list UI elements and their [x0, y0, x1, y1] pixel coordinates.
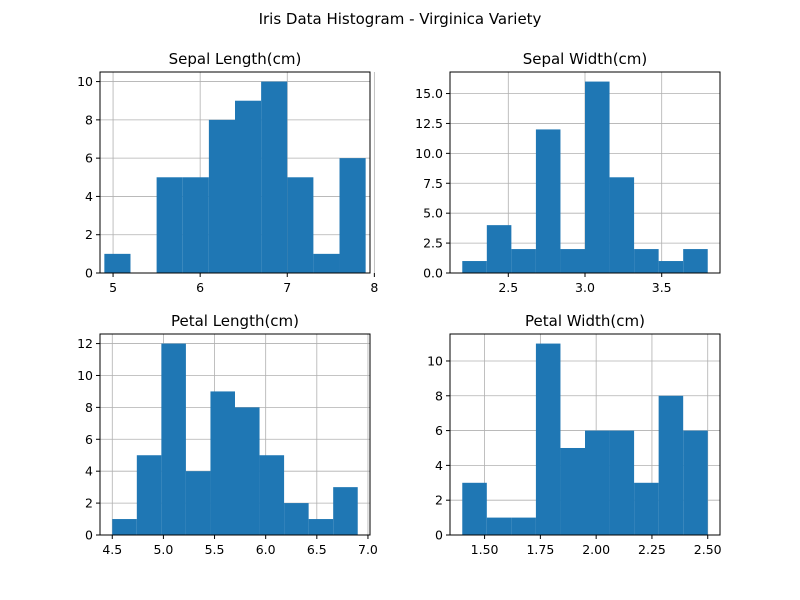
x-tick-label: 7.0	[358, 542, 378, 557]
histogram-bar	[235, 407, 260, 535]
y-tick-label: 8	[435, 388, 443, 403]
panel-petal-width: Petal Width(cm) 1.50 1.75 2.00 2.25 2.50 0 2 4 6…	[427, 312, 722, 557]
y-tick-label: 10	[427, 353, 443, 368]
y-tick-label: 6	[435, 423, 443, 438]
y-tick-label: 4	[435, 458, 443, 473]
histogram-bar	[535, 129, 561, 273]
histogram-bar	[585, 81, 610, 273]
histogram-bar	[185, 471, 211, 535]
histogram-bar	[210, 391, 235, 535]
y-tick-label: 4	[85, 464, 93, 479]
histogram-bar	[486, 517, 512, 535]
histogram-bar	[658, 395, 684, 535]
axes-frame	[99, 71, 371, 274]
panel-petal-length: Petal Length(cm) 4.5 5.0 5.5 6.0 6.5 7.0 0 2 4 6 8…	[77, 312, 378, 557]
histogram-bar	[333, 487, 358, 535]
y-tick-label: 2	[85, 227, 93, 242]
panel-sepal-length: Sepal Length(cm) 5 6 7 8 0 2 4 6 8 10	[77, 50, 378, 295]
histogram-bar	[535, 343, 561, 535]
y-tick-label: 7.5	[423, 176, 443, 191]
histogram-bar	[609, 177, 635, 273]
x-tick-label: 2.25	[638, 542, 666, 557]
y-tick-label: 6	[85, 151, 93, 166]
histogram-bar	[683, 430, 708, 535]
y-tick-label: 10	[77, 74, 93, 89]
histogram-bar	[259, 455, 285, 535]
histogram-bar	[634, 249, 659, 273]
histogram-bar	[136, 455, 162, 535]
x-tick-label: 2.50	[694, 542, 722, 557]
x-tick-label: 6.0	[256, 542, 276, 557]
y-tick-label: 12.5	[415, 116, 443, 131]
panel-title: Petal Length(cm)	[171, 312, 299, 330]
histogram-bar	[339, 158, 366, 273]
histogram-bar	[462, 482, 487, 535]
histogram-bar	[462, 261, 487, 273]
histogram-bar	[511, 517, 536, 535]
y-tick-label: 0	[435, 528, 443, 543]
histogram-bar	[560, 249, 585, 273]
panel-sepal-width: Sepal Width(cm) 2.5 3.0 3.5 0.0 2.5 5.0 7.5 10.…	[415, 50, 721, 295]
histogram-bar	[658, 261, 684, 273]
y-tick-label: 2	[85, 496, 93, 511]
histogram-bar	[683, 249, 708, 273]
y-tick-label: 15.0	[415, 86, 443, 101]
histogram-bar	[235, 100, 262, 273]
y-tick-label: 0	[85, 266, 93, 281]
y-tick-label: 8	[85, 112, 93, 127]
panel-title: Petal Width(cm)	[525, 312, 645, 330]
panel-title: Sepal Length(cm)	[169, 50, 302, 68]
y-tick-label: 8	[85, 400, 93, 415]
histogram-bar	[112, 519, 137, 535]
histogram-bar	[313, 253, 340, 273]
y-tick-label: 2	[435, 493, 443, 508]
histogram-bar	[511, 249, 536, 273]
y-tick-label: 4	[85, 189, 93, 204]
histogram-bar	[486, 225, 512, 273]
y-tick-label: 12	[77, 336, 93, 351]
y-tick-label: 6	[85, 432, 93, 447]
axes-frame	[99, 333, 371, 536]
x-tick-label: 5.0	[153, 542, 173, 557]
y-tick-label: 10	[77, 368, 93, 383]
histogram-bar	[585, 430, 610, 535]
histogram-bar	[161, 343, 186, 535]
x-tick-label: 5.5	[205, 542, 225, 557]
x-tick-label: 7	[283, 280, 291, 295]
axes-frame	[449, 333, 721, 536]
panel-title: Sepal Width(cm)	[523, 50, 648, 68]
x-tick-label: 4.5	[102, 542, 122, 557]
histogram-bar	[609, 430, 635, 535]
x-tick-label: 6	[196, 280, 204, 295]
y-tick-label: 0	[85, 528, 93, 543]
figure-title: Iris Data Histogram - Virginica Variety	[259, 10, 542, 28]
x-tick-label: 2.5	[498, 280, 518, 295]
x-tick-label: 1.50	[471, 542, 499, 557]
histogram-bar	[156, 177, 183, 273]
x-tick-label: 8	[370, 280, 378, 295]
histogram-bar	[308, 519, 334, 535]
histogram-bar	[284, 503, 309, 535]
x-tick-label: 3.5	[652, 280, 672, 295]
histogram-bar	[182, 177, 209, 273]
x-tick-label: 2.00	[582, 542, 610, 557]
histogram-bar	[208, 119, 235, 273]
y-tick-label: 10.0	[415, 146, 443, 161]
histogram-bar	[287, 177, 314, 273]
histogram-bar	[560, 447, 585, 535]
histogram-bar	[634, 482, 659, 535]
histogram-bar	[261, 81, 288, 273]
y-tick-label: 2.5	[423, 236, 443, 251]
x-tick-label: 1.75	[526, 542, 554, 557]
x-tick-label: 3.0	[575, 280, 595, 295]
histogram-bar	[104, 253, 131, 273]
x-tick-label: 6.5	[307, 542, 327, 557]
y-tick-label: 5.0	[423, 206, 443, 221]
x-tick-label: 5	[109, 280, 117, 295]
y-tick-label: 0.0	[423, 266, 443, 281]
